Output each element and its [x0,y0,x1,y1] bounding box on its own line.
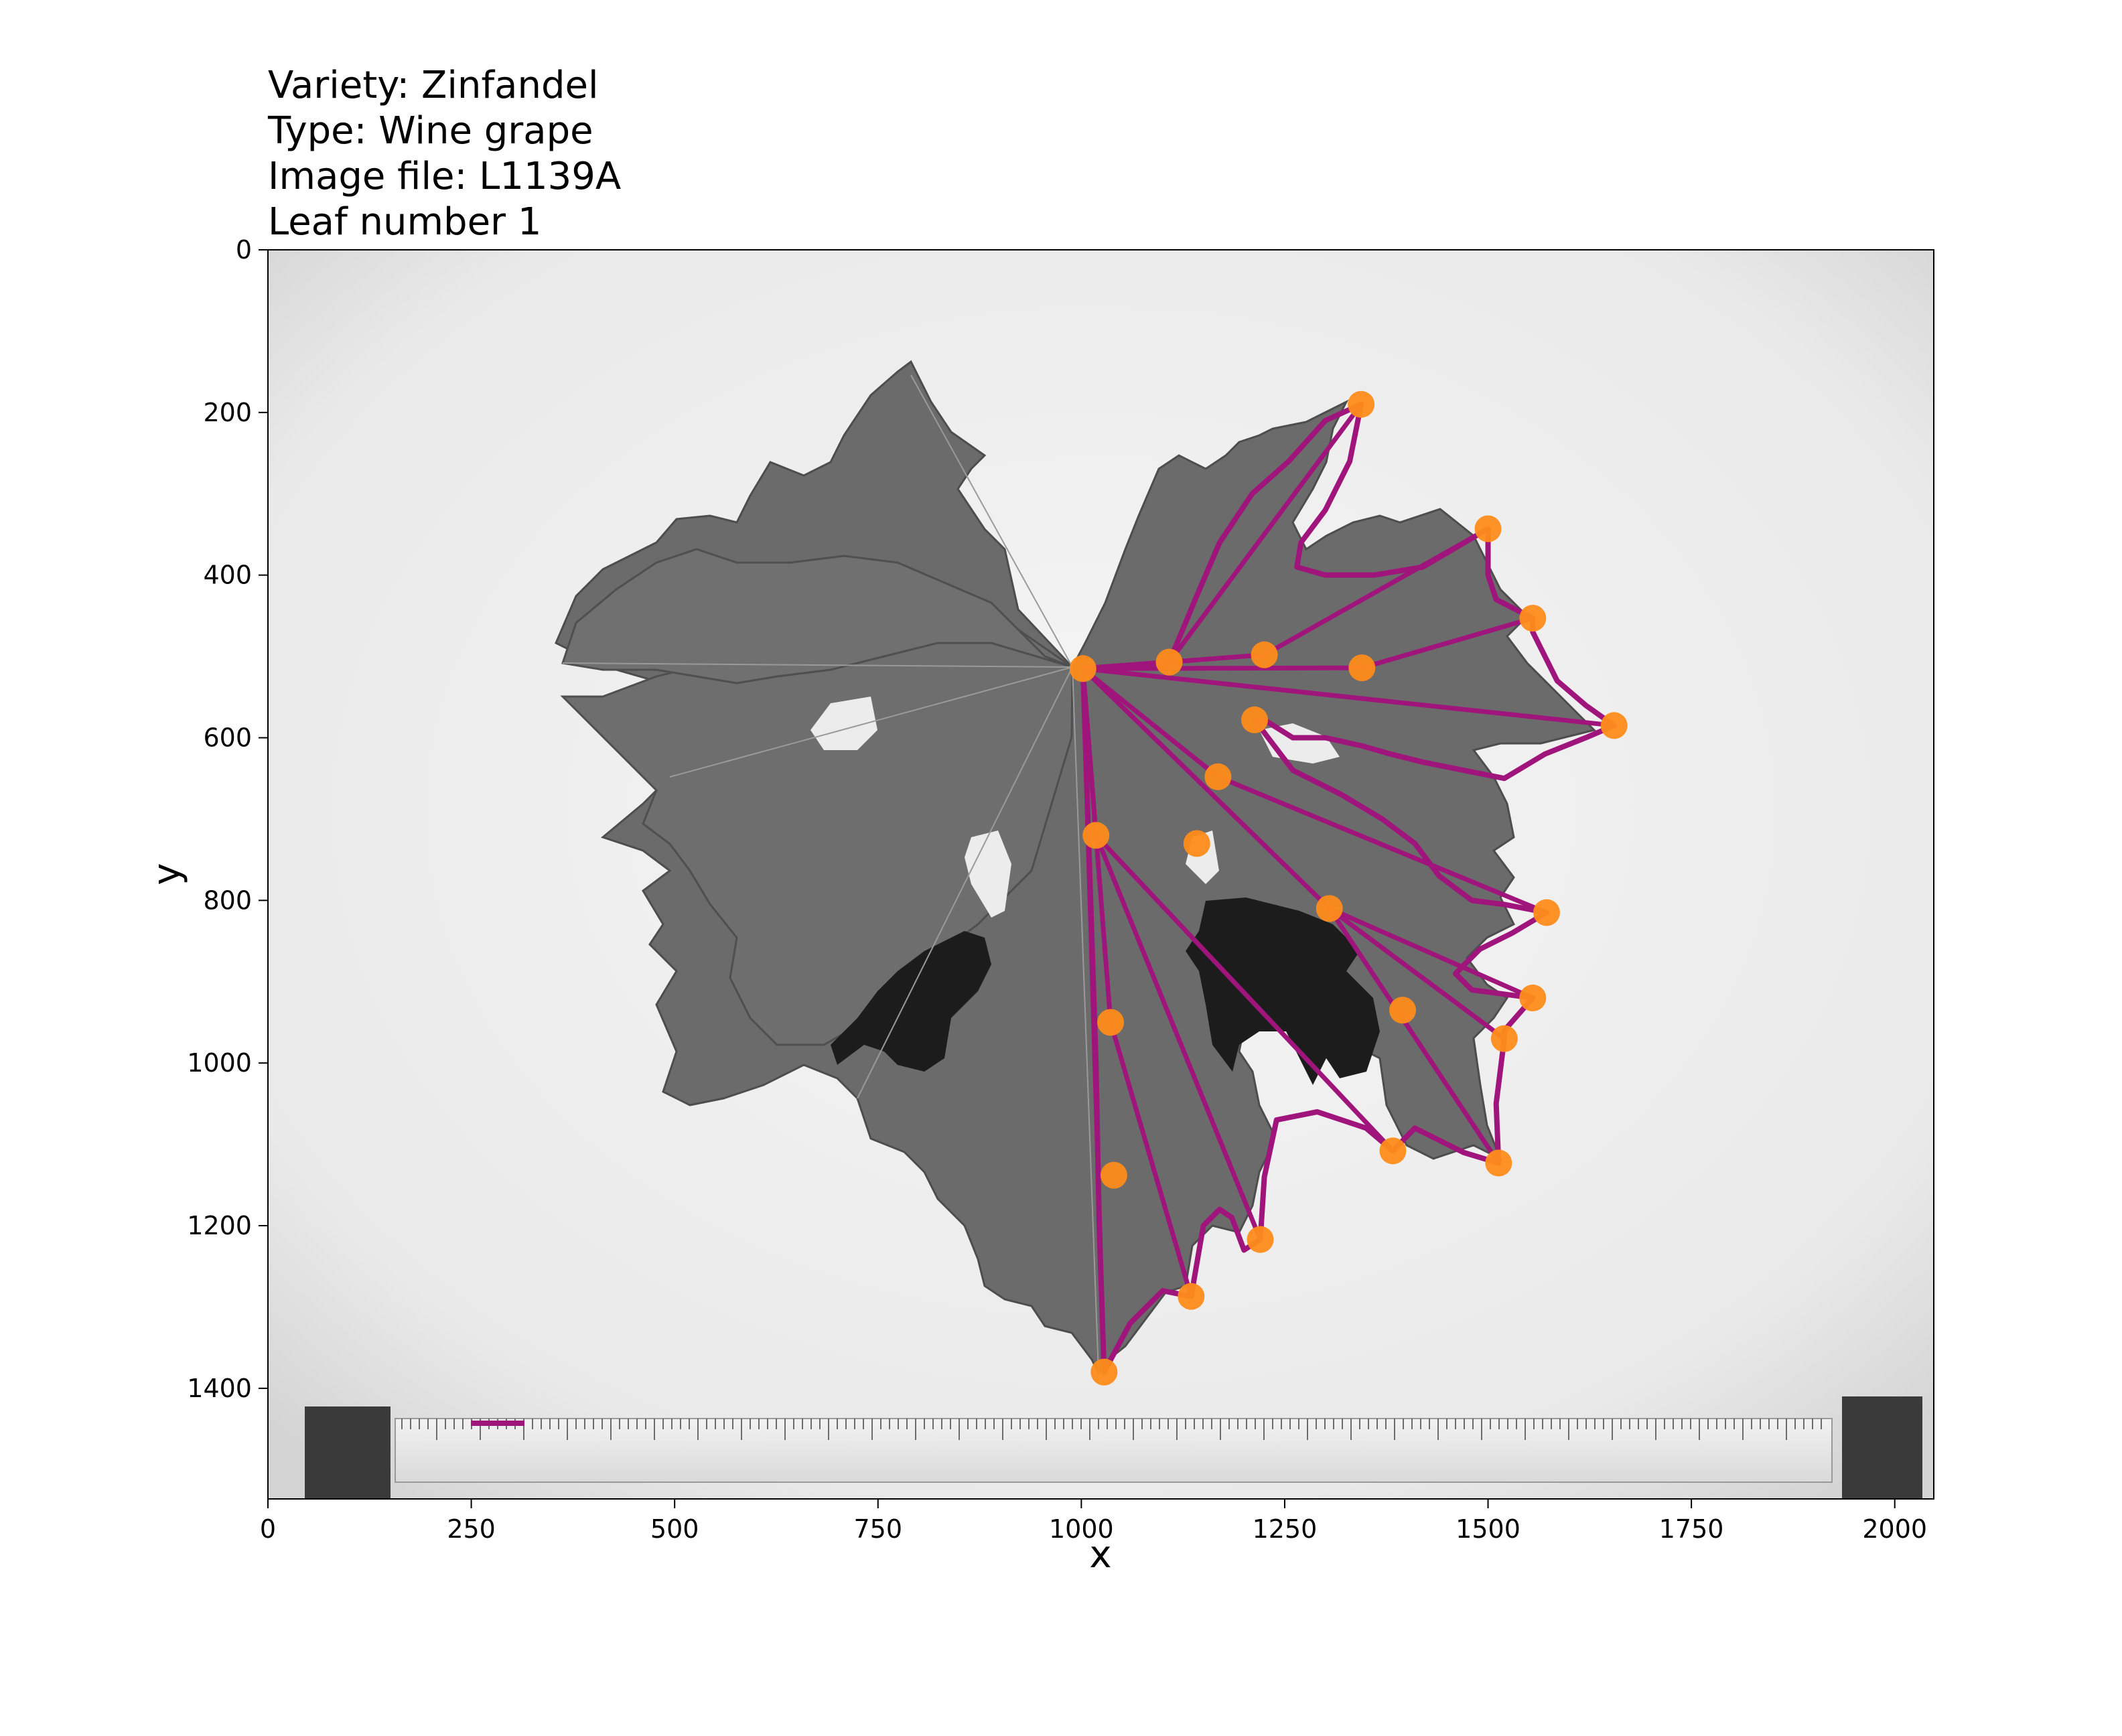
landmark-point [1183,830,1210,857]
landmark-point [1348,390,1375,418]
x-tick-label: 1000 [1049,1514,1114,1544]
axes-frame [267,249,1934,1500]
y-tick-label: 400 [203,561,252,590]
landmark-point [1379,1137,1407,1165]
ruler [305,1396,1922,1499]
ruler-clip-right [1842,1396,1922,1499]
landmark-point [1533,899,1560,926]
x-tick-label: 1500 [1456,1514,1520,1544]
landmark-point [1600,712,1628,739]
leaf-dark-patch-2 [831,931,991,1072]
x-tick-label: 750 [854,1514,903,1544]
y-axis: 0 200 400 600 800 1000 1200 1400 [187,235,268,1403]
title-leaf-number: Leaf number 1 [268,200,542,244]
leaf-dark-patch-1 [1186,897,1380,1085]
landmark-point [1251,641,1278,668]
vein-8-line [1327,906,1501,1166]
leaf-hole-2 [965,830,1011,918]
vein-10-line [1093,833,1263,1242]
landmark-point [1204,763,1232,790]
title-image-file: Image file: L1139A [268,155,622,198]
landmark-point [1082,822,1110,849]
x-tick-label: 500 [650,1514,699,1544]
y-tick-label: 1200 [187,1211,252,1240]
x-tick-label: 250 [447,1514,496,1544]
y-tick-label: 0 [236,235,252,265]
y-axis-label: y [145,863,189,885]
title-type: Type: Wine grape [268,109,593,153]
landmark-point [1247,1226,1274,1253]
y-tick-label: 600 [203,723,252,753]
y-tick-label: 200 [203,398,252,427]
landmark-point [1100,1161,1127,1189]
leaf-hole-1 [810,697,877,750]
outline-line [1080,401,1617,1375]
landmark-point [1389,997,1417,1024]
x-tick-label: 0 [260,1514,276,1544]
landmark-point [1241,706,1269,733]
vein-4-line [1080,666,1617,728]
landmark-point [1155,648,1183,676]
outline-series [1080,401,1617,1375]
y-tick-label: 1000 [187,1048,252,1078]
x-axis: 0 250 500 750 1000 1250 1500 1750 2000 [260,1499,1927,1544]
leaf-top-lobe [561,548,1073,684]
landmark-point [1519,985,1547,1012]
landmark-point [1474,515,1502,542]
title-variety: Variety: Zinfandel [268,64,599,107]
landmark-point [1178,1283,1205,1310]
annotation-overlay [1069,390,1628,1386]
y-tick-label: 800 [203,885,252,915]
landmark-series [1069,390,1628,1386]
ruler-clip-left [305,1406,391,1499]
landmark-point [1485,1149,1512,1177]
landmark-point [1348,654,1376,682]
landmark-point [1519,605,1547,632]
landmark-point [1090,1358,1118,1386]
leaf-veins-texture [562,374,1099,1374]
y-tick-label: 1400 [187,1374,252,1403]
x-tick-label: 1750 [1659,1514,1724,1544]
landmark-point [1097,1009,1125,1036]
landmark-point [1069,655,1097,682]
landmark-point [1490,1025,1518,1052]
x-axis-label: x [1089,1533,1111,1577]
vein-7-line [1327,906,1507,1041]
landmark-point [1316,895,1343,922]
x-tick-label: 2000 [1862,1514,1927,1544]
x-tick-label: 1250 [1253,1514,1318,1544]
